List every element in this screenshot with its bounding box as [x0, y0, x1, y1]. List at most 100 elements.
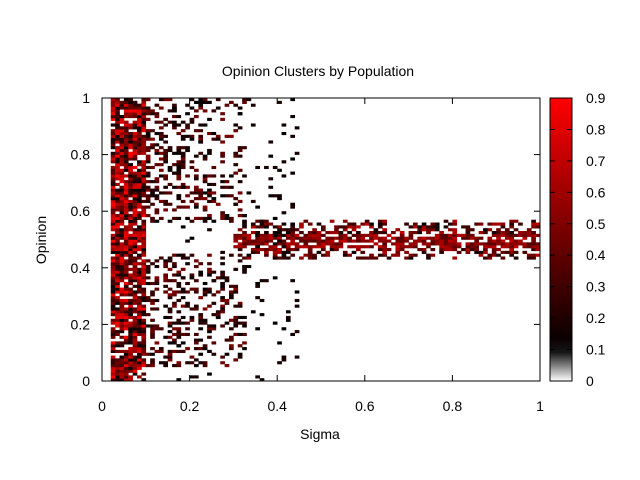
- heatmap-cell: [500, 245, 506, 249]
- heatmap-cell: [202, 205, 208, 209]
- heatmap-cell: [128, 313, 133, 317]
- heatmap-cell: [224, 364, 230, 368]
- heatmap-cell: [132, 233, 138, 237]
- heatmap-cell: [119, 276, 125, 280]
- plot-border: [101, 97, 541, 382]
- heatmap-cell: [417, 225, 423, 229]
- heatmap-cell: [110, 364, 116, 368]
- heatmap-cell: [198, 347, 204, 351]
- heatmap-cell: [307, 250, 313, 254]
- heatmap-cell: [141, 134, 147, 138]
- heatmap-cell: [202, 347, 208, 351]
- heatmap-cell: [150, 347, 155, 351]
- heatmap-cell: [123, 321, 129, 325]
- heatmap-cell: [189, 191, 195, 195]
- heatmap-cell: [154, 148, 160, 153]
- heatmap-cell: [176, 298, 182, 303]
- heatmap-cell: [281, 355, 287, 359]
- heatmap-cell: [189, 137, 195, 141]
- heatmap-cell: [277, 233, 282, 237]
- heatmap-cell: [132, 180, 138, 184]
- heatmap-cell: [185, 194, 190, 198]
- heatmap-cell: [185, 301, 190, 305]
- heatmap-cell: [176, 148, 182, 153]
- heatmap-cell: [242, 225, 247, 229]
- heatmap-cell: [145, 117, 151, 121]
- heatmap-cell: [531, 242, 536, 246]
- heatmap-cell: [456, 250, 462, 254]
- heatmap-cell: [132, 123, 138, 127]
- heatmap-cell: [342, 219, 348, 223]
- heatmap-cell: [110, 222, 116, 226]
- heatmap-cell: [207, 335, 212, 339]
- heatmap-cell: [198, 129, 204, 133]
- heatmap-cell: [290, 253, 296, 257]
- heatmap-cell: [202, 109, 208, 113]
- heatmap-cell: [233, 103, 239, 107]
- heatmap-cell: [229, 347, 234, 351]
- heatmap-cell: [233, 287, 239, 291]
- heatmap-cell: [128, 168, 133, 172]
- heatmap-cell: [128, 112, 133, 116]
- heatmap-cell: [307, 231, 313, 235]
- heatmap-cell: [110, 262, 116, 266]
- heatmap-cell: [496, 222, 501, 226]
- heatmap-cell: [145, 131, 151, 136]
- heatmap-cell: [233, 236, 239, 240]
- heatmap-cell: [237, 199, 243, 204]
- heatmap-cell: [110, 239, 116, 243]
- heatmap-cell: [211, 197, 217, 201]
- heatmap-cell: [154, 264, 160, 269]
- heatmap-cell: [119, 358, 125, 362]
- heatmap-cell: [220, 284, 225, 288]
- heatmap-cell: [176, 310, 182, 314]
- heatmap-cell: [110, 174, 116, 178]
- heatmap-cell: [198, 338, 204, 342]
- heatmap-cell: [237, 253, 243, 257]
- heatmap-cell: [285, 250, 291, 254]
- heatmap-cell: [395, 253, 401, 257]
- heatmap-cell: [369, 233, 374, 237]
- heatmap-cell: [132, 216, 138, 220]
- heatmap-cell: [207, 191, 212, 195]
- heatmap-cell: [193, 259, 199, 263]
- heatmap-cell: [132, 194, 138, 198]
- heatmap-cell: [518, 242, 523, 246]
- heatmap-cell: [137, 174, 142, 178]
- heatmap-cell: [202, 177, 208, 181]
- heatmap-cell: [531, 222, 536, 226]
- heatmap-cell: [110, 194, 116, 198]
- heatmap-cell: [137, 151, 142, 155]
- heatmap-cell: [408, 242, 414, 246]
- heatmap-cell: [172, 151, 177, 155]
- heatmap-cell: [202, 100, 208, 104]
- heatmap-cell: [303, 245, 309, 249]
- heatmap-cell: [233, 245, 239, 249]
- heatmap-cell: [172, 273, 177, 277]
- heatmap-cell: [123, 180, 129, 184]
- heatmap-cell: [176, 160, 182, 164]
- heatmap-cell: [434, 222, 440, 226]
- heatmap-cell: [193, 375, 199, 379]
- heatmap-cell: [115, 163, 120, 167]
- heatmap-cell: [141, 112, 147, 116]
- heatmap-cell: [242, 270, 247, 274]
- heatmap-cell: [128, 307, 133, 311]
- heatmap-cell: [115, 112, 120, 116]
- heatmap-cell: [128, 247, 133, 252]
- heatmap-cell: [172, 120, 177, 124]
- heatmap-cell: [141, 341, 147, 345]
- heatmap-cell: [259, 222, 265, 226]
- heatmap-cell: [119, 185, 125, 189]
- heatmap-cell: [110, 219, 116, 223]
- heatmap-cell: [193, 347, 199, 351]
- heatmap-cell: [141, 290, 147, 294]
- heatmap-cell: [487, 256, 493, 260]
- heatmap-cell: [198, 361, 204, 365]
- heatmap-cell: [119, 228, 125, 232]
- heatmap-cell: [128, 366, 133, 370]
- heatmap-cell: [211, 182, 217, 187]
- heatmap-cell: [123, 273, 129, 277]
- heatmap-cell: [137, 123, 142, 127]
- heatmap-cell: [382, 219, 387, 223]
